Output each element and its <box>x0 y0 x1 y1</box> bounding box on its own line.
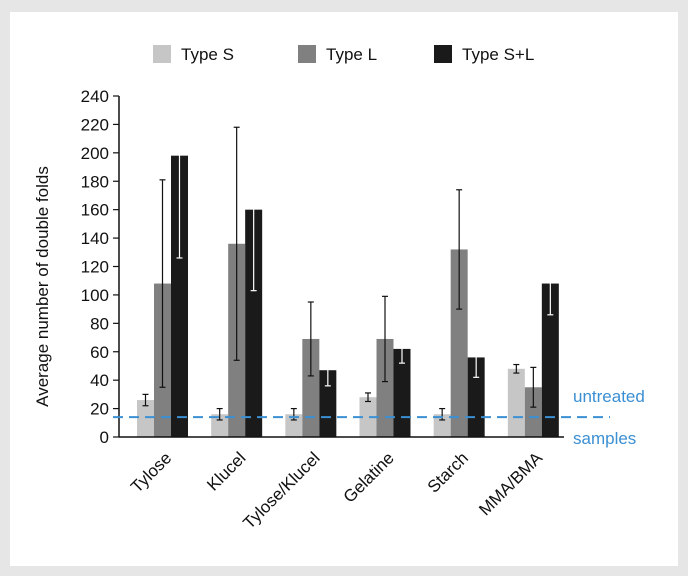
reference-line: untreated samples <box>113 387 645 448</box>
bar-type-s <box>285 414 303 437</box>
y-tick-label: 180 <box>81 172 109 191</box>
bar-type-s <box>211 414 229 437</box>
y-tick-label: 120 <box>81 258 109 277</box>
bar-type-l <box>450 249 468 437</box>
y-tick-label: 160 <box>81 201 109 220</box>
bar-type-s <box>137 400 154 437</box>
bar-type-s <box>433 414 451 437</box>
legend-label: Type L <box>326 45 377 64</box>
y-axis: 0 20 40 60 80 100 120 140 160 180 200 220 240 <box>81 87 120 447</box>
x-tick-label: Tylose/Klucel <box>239 448 323 532</box>
bars <box>137 87 559 438</box>
x-tick-label: Gelatine <box>340 448 398 506</box>
bar-type-s-l <box>541 283 559 437</box>
y-tick-label: 140 <box>81 229 109 248</box>
bar-type-s-l <box>245 209 263 437</box>
x-tick-label: Tylose <box>127 448 175 496</box>
bar-type-s-l <box>171 155 188 438</box>
legend-label: Type S+L <box>462 45 534 64</box>
legend-swatch <box>298 45 316 63</box>
y-tick-label: 60 <box>90 343 109 362</box>
bar-type-s <box>359 397 377 437</box>
y-tick-label: 200 <box>81 144 109 163</box>
legend-swatch <box>153 45 171 63</box>
x-tick-label: Klucel <box>203 448 249 494</box>
bar-chart: Type S Type L Type S+L 0 20 40 60 80 100 120 140 1… <box>33 45 645 533</box>
legend: Type S Type L Type S+L <box>153 45 534 64</box>
bar-type-l <box>302 338 320 437</box>
y-axis-title: Average number of double folds <box>33 166 52 407</box>
y-tick-label: 220 <box>81 115 109 134</box>
y-tick-label: 100 <box>81 286 109 305</box>
y-tick-label: 20 <box>90 400 109 419</box>
y-tick-label: 80 <box>90 314 109 333</box>
y-tick-label: 40 <box>90 371 109 390</box>
bar-type-l <box>376 338 394 437</box>
x-tick-label: Starch <box>424 448 472 496</box>
legend-label: Type S <box>181 45 234 64</box>
bar-type-s <box>507 368 525 437</box>
reference-label-bottom: samples <box>573 429 636 448</box>
bar-type-l <box>524 387 542 437</box>
x-tick-label: MMA/BMA <box>475 448 546 519</box>
bar-type-s-l <box>319 370 337 437</box>
reference-label-top: untreated <box>573 387 645 406</box>
chart-panel: Type S Type L Type S+L 0 20 40 60 80 100 120 140 1… <box>10 12 678 566</box>
y-tick-label: 0 <box>100 428 109 447</box>
legend-swatch <box>434 45 452 63</box>
bar-type-s-l <box>393 348 411 437</box>
y-tick-label: 240 <box>81 87 109 106</box>
